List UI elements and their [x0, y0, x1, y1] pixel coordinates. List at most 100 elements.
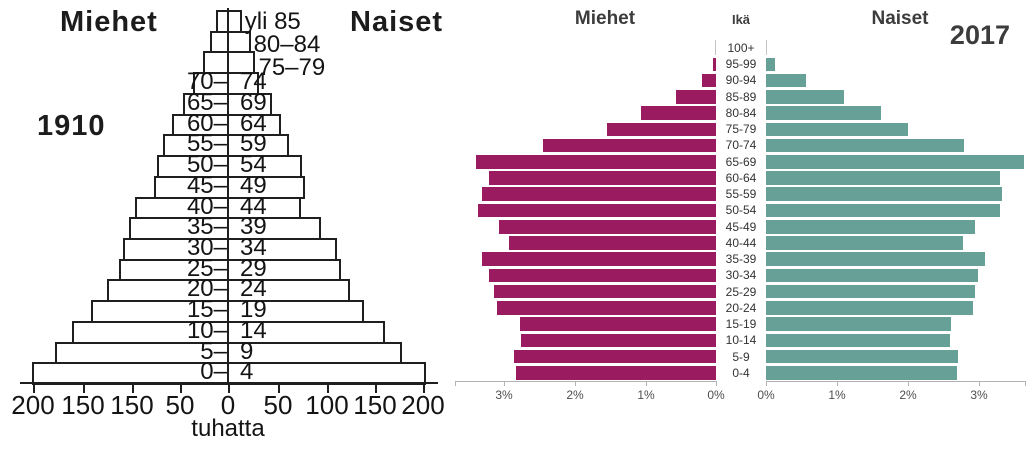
women-axis-tick-label: 0%: [757, 388, 775, 402]
x-tick-label-1910: 50: [165, 390, 195, 420]
men-bar-30-34: [488, 268, 716, 283]
men-bar-20-24: [497, 301, 716, 315]
age-label-2017-90-94: 90-94: [725, 73, 757, 88]
age-label-left-1910-25-29: 25–: [186, 254, 227, 282]
year-label-1910: 1910: [37, 110, 106, 142]
women-bar-75-79: [766, 122, 908, 137]
men-bar-5-9: [514, 349, 716, 364]
women-bar-90-94: [766, 73, 806, 88]
men-bar-10-14: [520, 333, 716, 348]
age-label-left-1910-20-24: 20–: [186, 275, 227, 303]
men-bar-65-69: [476, 154, 716, 169]
age-label-2017-5-9: 5-9: [732, 349, 750, 364]
age-label-right-1910-40-44: 44: [240, 192, 267, 220]
x-tick-1910: [228, 384, 230, 393]
women-axis-tick: [979, 381, 980, 386]
men-title-2017: Miehet: [574, 8, 636, 29]
age-label-right-1910-5-9: 9: [240, 337, 254, 365]
x-tick-1910: [180, 384, 182, 393]
age-label-2017-10-14: 10-14: [725, 333, 757, 348]
men-axis-tick: [646, 381, 647, 386]
age-label-2017-85-89: 85-89: [725, 89, 757, 104]
women-bar-45-49: [766, 219, 975, 234]
age-column-title: Ikä: [731, 12, 751, 27]
women-bar-30-34: [766, 268, 979, 283]
x-tick-label-1910: 0: [220, 390, 236, 420]
x-tick-1910: [375, 384, 377, 393]
age-label-left-1910-0-4: 0–: [200, 358, 227, 386]
age-label-2017-45-49: 45-49: [725, 219, 757, 234]
women-bar-85-89: [766, 90, 845, 104]
age-label-right-1910-10-14: 14: [240, 316, 267, 344]
x-tick-1910: [423, 384, 425, 393]
men-bar-15-19: [520, 317, 716, 331]
women-axis-top-tick: [766, 40, 767, 55]
x-tick-1910: [278, 384, 280, 393]
women-bar-25-29: [766, 284, 975, 299]
age-label-2017-25-29: 25-29: [725, 284, 757, 299]
x-tick-1910: [83, 384, 85, 393]
x-tick-label-1910: 150: [110, 390, 154, 420]
men-bar-95-99: [713, 57, 716, 72]
age-label-left-1910-40-44: 40–: [186, 192, 227, 220]
age-label-2017-100+: 100+: [727, 41, 755, 55]
center-axis-line-1910: [227, 8, 229, 383]
x-tick-label-1910: 100: [305, 390, 349, 420]
age-label-2017-70-74: 70-74: [725, 138, 757, 153]
age-label-left-1910-60-64: 60–: [186, 109, 227, 137]
men-bar-35-39: [482, 252, 716, 266]
men-bar-45-49: [498, 219, 716, 234]
x-tick-1910: [327, 384, 329, 393]
x-tick-label-1910: 200: [401, 390, 445, 420]
age-label-right-1910-15-19: 19: [240, 296, 267, 324]
men-bar-85-89: [675, 90, 716, 104]
age-label-right-1910-45-49: 49: [240, 171, 267, 199]
men-axis-tick-label: 0%: [707, 388, 725, 402]
age-label-right-1910-50-54: 54: [240, 151, 267, 179]
x-tick-label-1910: 150: [61, 390, 105, 420]
women-bar-20-24: [766, 301, 974, 315]
x-tick-label-1910: 150: [353, 390, 397, 420]
age-label-right-1910-65-69: 69: [240, 88, 267, 116]
age-label-2017-35-39: 35-39: [725, 252, 757, 267]
men-axis-line: [455, 381, 717, 382]
age-label-2017-50-54: 50-54: [725, 203, 757, 218]
age-label-1910-yli 85: yli 85: [244, 8, 301, 36]
age-label-right-1910-30-34: 34: [240, 233, 267, 261]
men-title-1910: Miehet: [60, 6, 158, 38]
women-bar-80-84: [766, 106, 882, 120]
age-label-2017-60-64: 60-64: [725, 170, 757, 185]
women-axis-tick: [837, 381, 838, 386]
age-label-2017-15-19: 15-19: [725, 317, 757, 332]
age-label-1910-80-84: 80–84: [253, 30, 321, 58]
age-label-2017-30-34: 30-34: [725, 268, 757, 283]
women-bar-0-4: [766, 366, 957, 380]
age-label-left-1910-55-59: 55–: [186, 130, 227, 158]
men-axis-tick: [504, 381, 505, 386]
women-title-1910: Naiset: [350, 6, 444, 38]
age-label-2017-95-99: 95-99: [725, 57, 757, 72]
x-tick-1910: [33, 384, 35, 393]
men-bar-50-54: [478, 203, 716, 218]
age-label-left-1910-35-39: 35–: [186, 213, 227, 241]
age-label-right-1910-55-59: 59: [240, 130, 267, 158]
age-label-2017-65-69: 65-69: [725, 154, 757, 169]
age-label-2017-75-79: 75-79: [725, 122, 757, 137]
age-label-left-1910-65-69: 65–: [186, 88, 227, 116]
x-tick-label-1910: 50: [263, 390, 293, 420]
age-label-right-1910-70-74: 74: [240, 68, 267, 96]
women-axis-tick: [908, 381, 909, 386]
women-bar-5-9: [766, 349, 959, 364]
men-axis-tick: [575, 381, 576, 386]
age-label-2017-0-4: 0-4: [732, 365, 750, 380]
age-label-right-1910-20-24: 24: [240, 275, 267, 303]
age-label-2017-40-44: 40-44: [725, 235, 757, 250]
women-bar-10-14: [766, 333, 950, 348]
women-bar-55-59: [766, 187, 1002, 202]
age-label-left-1910-5-9: 5–: [200, 337, 227, 365]
women-bar-60-64: [766, 171, 1001, 185]
men-bar-90-94: [701, 73, 716, 88]
women-axis-line: [766, 381, 1026, 382]
men-axis-end-tick: [455, 381, 456, 386]
axis-unit-label: tuhatta: [191, 415, 265, 442]
